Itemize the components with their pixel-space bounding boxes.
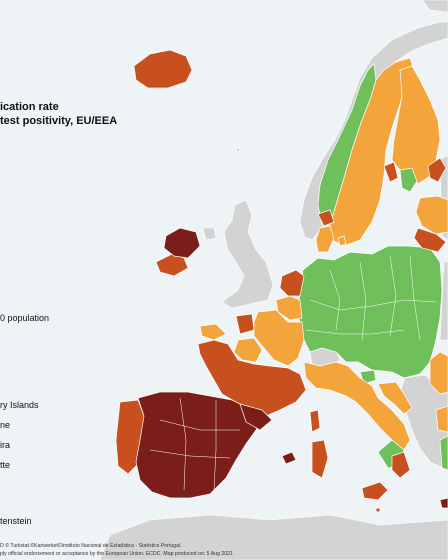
legend-item-3: ira bbox=[0, 440, 11, 450]
legend-item-4: tte bbox=[0, 460, 11, 470]
legend-item-5: tenstein bbox=[0, 516, 32, 526]
romania-orange bbox=[429, 351, 448, 395]
spain-dark-red bbox=[135, 391, 263, 499]
denmark-orange bbox=[315, 225, 335, 253]
map-title-line2: test positivity, EU/EEA bbox=[0, 115, 118, 127]
ireland-dark-red bbox=[163, 227, 201, 259]
footer-disclaimer: ply official endorsement or acceptance b… bbox=[0, 551, 233, 557]
croatia-orange bbox=[377, 381, 413, 415]
central-europe-green bbox=[297, 245, 443, 379]
iceland bbox=[133, 49, 193, 89]
legend-item-2: ne bbox=[0, 420, 11, 430]
france-orange-north bbox=[253, 309, 305, 367]
map-title: ication rate test positivity, EU/EEA bbox=[0, 100, 117, 128]
legend-population-label: 0 population bbox=[0, 313, 50, 323]
red-regions bbox=[115, 49, 447, 513]
baltics-orange bbox=[415, 195, 448, 235]
legend-item-1: ry Islands bbox=[0, 400, 39, 410]
region-borders bbox=[149, 255, 437, 491]
france-red bbox=[197, 339, 307, 417]
dark-red-regions bbox=[135, 227, 448, 509]
footer-copyright: D © Turkstat.©Kartverket©Instituto Nacio… bbox=[0, 543, 182, 549]
orange-regions bbox=[199, 57, 448, 451]
italy-orange bbox=[303, 361, 411, 451]
finland-orange bbox=[391, 65, 441, 185]
map-title-line1: ication rate bbox=[0, 101, 59, 113]
